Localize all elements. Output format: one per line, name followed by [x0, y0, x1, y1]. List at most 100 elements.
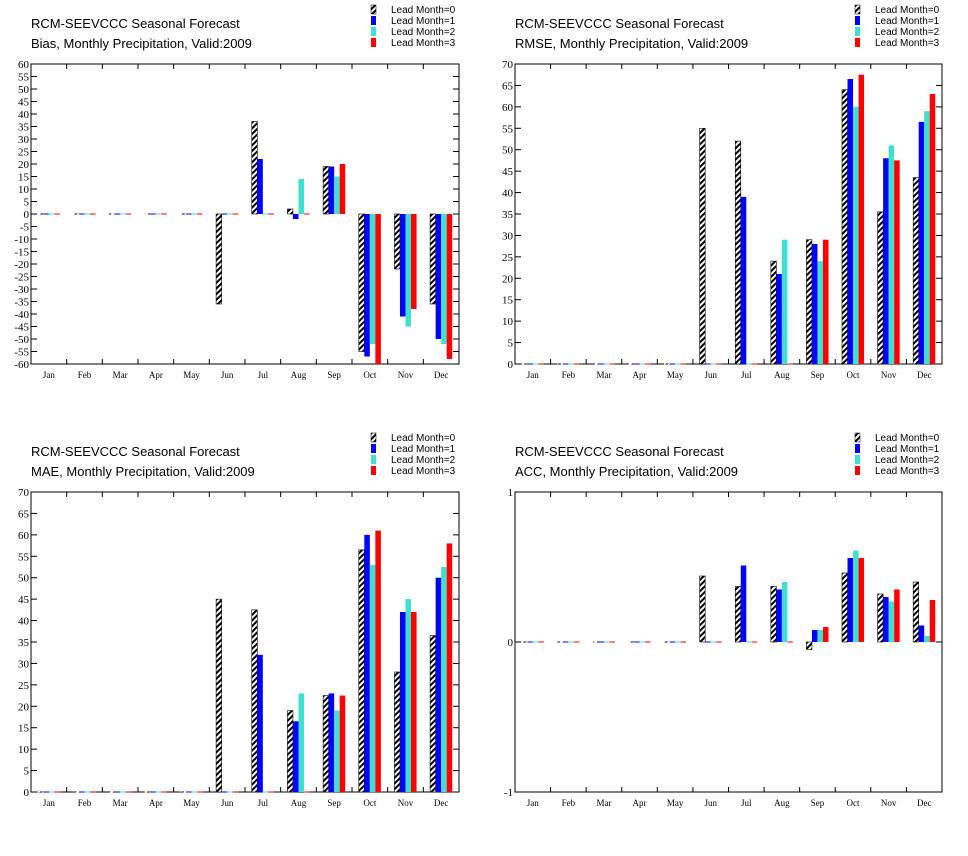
legend-entry: Lead Month=3	[391, 466, 456, 477]
bar-lead-month-1-apr	[634, 641, 640, 643]
bar-lead-month-2-dec	[441, 567, 447, 792]
bar-lead-month-3-nov	[411, 612, 417, 792]
bar-lead-month-3-mar	[125, 791, 132, 793]
chart-panel-4: RCM-SEEVCCC Seasonal Forecast ACC, Monthl…	[504, 432, 943, 808]
bar-lead-month-0-jan	[521, 641, 528, 643]
chart-subtitle: ACC, Monthly Precipitation, Valid:2009	[515, 464, 738, 479]
x-tick-label: Oct	[363, 370, 376, 380]
y-tick-label: -45	[14, 322, 29, 334]
x-tick-label: Nov	[398, 370, 414, 380]
y-tick-label: 15	[18, 172, 30, 184]
bar-lead-month-2-apr	[639, 641, 646, 643]
bar-lead-month-0-jan	[37, 791, 44, 793]
bar-lead-month-3-nov	[894, 160, 900, 364]
bar-lead-month-1-apr	[150, 213, 156, 215]
chart-panel-3: RCM-SEEVCCC Seasonal Forecast MAE, Monthl…	[18, 432, 460, 808]
bar-lead-month-3-aug	[787, 641, 793, 643]
x-tick-label: Mar	[596, 370, 611, 380]
bar-lead-month-0-oct	[841, 89, 848, 365]
x-tick-label: Oct	[363, 798, 376, 808]
bar-lead-month-2-aug	[298, 179, 305, 214]
bar-lead-month-0-dec	[912, 177, 919, 365]
y-tick-label: 25	[18, 680, 30, 692]
x-tick-label: Mar	[596, 798, 611, 808]
legend-swatch	[371, 38, 376, 47]
bar-lead-month-2-nov	[888, 601, 895, 642]
y-tick-label: 30	[502, 230, 514, 242]
bar-lead-month-0-may	[180, 791, 186, 793]
bar-lead-month-1-aug	[776, 274, 782, 364]
y-tick-label: -55	[14, 347, 29, 359]
y-tick-label: 45	[502, 166, 514, 178]
x-tick-label: Dec	[434, 370, 449, 380]
y-tick-label: 60	[18, 530, 30, 542]
bar-lead-month-0-apr	[144, 213, 151, 215]
legend-swatch	[370, 432, 377, 443]
bar-lead-month-2-sep	[817, 630, 823, 642]
bar-lead-month-2-aug	[298, 693, 305, 792]
bar-lead-month-2-apr	[639, 363, 646, 365]
y-tick-label: 30	[18, 134, 30, 146]
y-tick-label: 50	[18, 84, 30, 96]
y-tick-label: 10	[18, 744, 30, 756]
bar-lead-month-2-may	[191, 791, 198, 793]
bar-lead-month-0-jul	[251, 121, 258, 215]
y-tick-label: -20	[14, 259, 29, 271]
bar-lead-month-0-feb	[557, 641, 563, 643]
bar-lead-month-3-aug	[304, 791, 310, 793]
bar-lead-month-1-jul	[257, 654, 263, 792]
bar-lead-month-1-jun	[705, 363, 711, 365]
bar-lead-month-2-mar	[603, 641, 610, 643]
legend-swatch	[855, 466, 860, 475]
bar-lead-month-1-oct	[847, 79, 854, 364]
y-tick-label: 0	[24, 787, 30, 799]
bar-lead-month-1-may	[669, 641, 676, 643]
bar-lead-month-3-jul	[268, 213, 274, 215]
x-tick-label: Aug	[291, 370, 307, 380]
x-tick-label: Jun	[704, 370, 717, 380]
chart-panel-1: RCM-SEEVCCC Seasonal Forecast Bias, Month…	[14, 4, 460, 380]
y-tick-label: 35	[18, 122, 30, 134]
y-tick-label: 70	[502, 59, 514, 71]
x-tick-label: Nov	[398, 798, 414, 808]
bar-lead-month-1-mar	[598, 641, 604, 643]
bar-lead-month-0-jun	[215, 598, 222, 793]
y-tick-label: 50	[502, 145, 514, 157]
legend-entry: Lead Month=2	[391, 455, 456, 466]
bar-lead-month-1-jun	[221, 791, 228, 793]
bar-lead-month-0-apr	[144, 791, 151, 793]
bar-lead-month-0-mar	[109, 213, 115, 215]
bar-lead-month-0-sep	[322, 166, 329, 215]
bar-lead-month-3-oct	[375, 530, 381, 792]
bar-lead-month-1-nov	[399, 612, 406, 792]
y-tick-label: 0	[508, 359, 514, 371]
bar-lead-month-3-jan	[54, 213, 60, 215]
bar-lead-month-0-apr	[628, 363, 635, 365]
bar-lead-month-0-sep	[806, 641, 813, 650]
y-tick-label: 35	[502, 209, 514, 221]
y-tick-label: 40	[502, 188, 514, 200]
bar-lead-month-2-mar	[120, 213, 126, 215]
chart-subtitle: MAE, Monthly Precipitation, Valid:2009	[31, 464, 255, 479]
y-tick-label: 30	[18, 658, 30, 670]
bar-lead-month-3-nov	[411, 214, 417, 309]
bar-lead-month-2-jan	[48, 791, 55, 793]
x-tick-label: May	[183, 798, 200, 808]
legend-swatch	[854, 4, 861, 15]
legend-swatch	[370, 4, 377, 15]
legend-swatch	[371, 16, 376, 25]
bar-lead-month-1-apr	[150, 791, 156, 793]
bar-lead-month-0-mar	[592, 641, 599, 643]
bar-lead-month-3-jul	[751, 363, 758, 365]
y-tick-label: -40	[14, 309, 29, 321]
y-tick-label: 25	[18, 147, 30, 159]
bar-lead-month-3-apr	[161, 213, 167, 215]
x-tick-label: Dec	[917, 798, 932, 808]
bar-lead-month-1-feb	[562, 363, 569, 365]
bar-lead-month-3-mar	[609, 641, 615, 643]
bar-lead-month-2-jun	[227, 791, 233, 793]
bar-lead-month-2-sep	[334, 176, 340, 214]
legend-entry: Lead Month=0	[391, 433, 456, 444]
chart-title: RCM-SEEVCCC Seasonal Forecast	[31, 444, 240, 459]
bar-lead-month-1-jul	[740, 565, 747, 642]
